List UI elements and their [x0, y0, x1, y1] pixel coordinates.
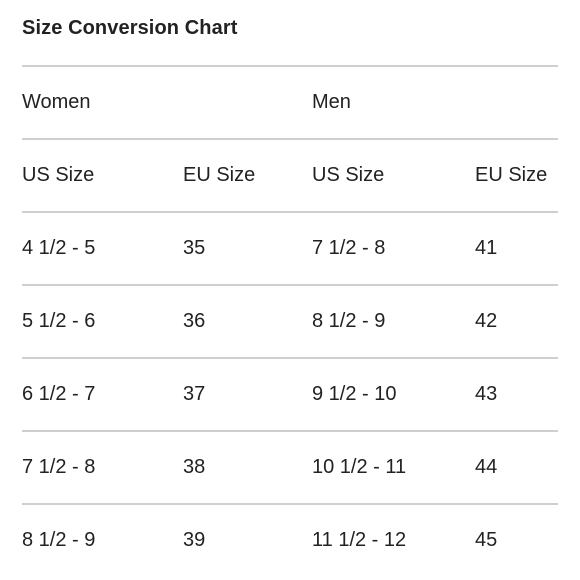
column-header-men-eu-size: EU Size — [475, 164, 548, 186]
men-eu-size-cell: 42 — [475, 310, 498, 332]
table-row: 5 1/2 - 6 36 8 1/2 - 9 42 — [22, 284, 558, 357]
men-us-size-cell: 11 1/2 - 12 — [312, 529, 407, 551]
column-header-women-eu-size: EU Size — [183, 164, 256, 186]
women-eu-size-cell: 35 — [183, 237, 206, 259]
column-header-row: US Size EU Size US Size EU Size — [22, 138, 558, 211]
men-us-size-cell: 10 1/2 - 11 — [312, 456, 407, 478]
group-header-women: Women — [22, 91, 91, 113]
men-us-size-cell: 7 1/2 - 8 — [312, 237, 386, 259]
women-eu-size-cell: 36 — [183, 310, 206, 332]
table-row: 4 1/2 - 5 35 7 1/2 - 8 41 — [22, 211, 558, 284]
women-us-size-cell: 7 1/2 - 8 — [22, 456, 96, 478]
men-eu-size-cell: 44 — [475, 456, 498, 478]
group-header-men: Men — [312, 91, 351, 113]
men-us-size-cell: 9 1/2 - 10 — [312, 383, 397, 405]
men-us-size-cell: 8 1/2 - 9 — [312, 310, 386, 332]
table-row: 6 1/2 - 7 37 9 1/2 - 10 43 — [22, 357, 558, 430]
group-header-row: Women Men — [22, 65, 558, 138]
page-title: Size Conversion Chart — [22, 17, 238, 39]
women-us-size-cell: 8 1/2 - 9 — [22, 529, 96, 551]
men-eu-size-cell: 45 — [475, 529, 498, 551]
size-conversion-table: Women Men US Size EU Size US Size EU Siz… — [22, 65, 558, 576]
men-eu-size-cell: 43 — [475, 383, 498, 405]
table-row: 8 1/2 - 9 39 11 1/2 - 12 45 — [22, 503, 558, 576]
women-us-size-cell: 4 1/2 - 5 — [22, 237, 96, 259]
women-us-size-cell: 5 1/2 - 6 — [22, 310, 96, 332]
table-row: 7 1/2 - 8 38 10 1/2 - 11 44 — [22, 430, 558, 503]
column-header-men-us-size: US Size — [312, 164, 385, 186]
women-eu-size-cell: 38 — [183, 456, 206, 478]
column-header-women-us-size: US Size — [22, 164, 95, 186]
men-eu-size-cell: 41 — [475, 237, 498, 259]
women-eu-size-cell: 39 — [183, 529, 206, 551]
women-us-size-cell: 6 1/2 - 7 — [22, 383, 96, 405]
women-eu-size-cell: 37 — [183, 383, 206, 405]
